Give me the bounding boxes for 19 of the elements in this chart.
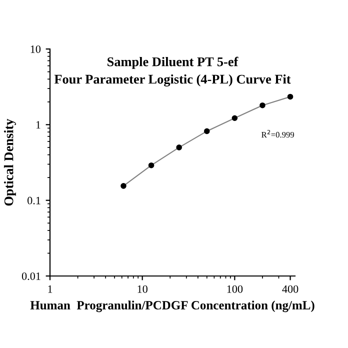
point [287,94,294,100]
y-tick-label: 0.01 [22,272,40,280]
y-tick-label: 0.1 [28,196,40,204]
x-tick-label: 10 [138,285,148,293]
y-axis-title: Optical Density [4,118,16,206]
point [204,128,210,134]
x-tick-label: 100 [227,285,243,293]
annotation: R$^{2}$=0.999 [262,130,294,138]
point [260,102,266,108]
point [176,144,182,150]
y-tick-label: 10 [30,45,41,53]
text: Sample Diluent PT 5-ef Four Parameter Logistic (4-PL) Curve Fit [54,56,291,86]
point [148,162,154,168]
x-tick-label: 400 [282,285,298,293]
x-tick-label: 1 [48,285,52,293]
point [120,183,126,189]
y-tick-label: 1 [36,121,40,129]
x-axis-title: Human Progranulin/PCDGF Concentration (ng/mL) [30,300,314,312]
point [232,115,238,122]
